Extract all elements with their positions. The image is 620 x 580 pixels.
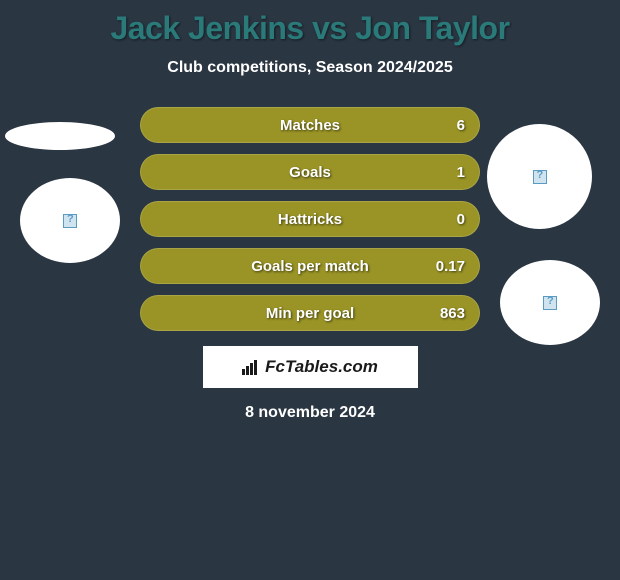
stat-bar-hattricks: Hattricks 0: [140, 201, 480, 237]
stat-bar-min-per-goal: Min per goal 863: [140, 295, 480, 331]
stat-label: Goals per match: [141, 258, 479, 275]
stat-value: 6: [457, 117, 465, 134]
brand-text: FcTables.com: [265, 357, 378, 377]
stat-label: Hattricks: [141, 211, 479, 228]
player-avatar-right-bottom: [500, 260, 600, 345]
player-avatar-left: [20, 178, 120, 263]
brand-chart-icon: [242, 360, 257, 375]
stat-bar-goals-per-match: Goals per match 0.17: [140, 248, 480, 284]
stat-label: Matches: [141, 117, 479, 134]
comparison-title: Jack Jenkins vs Jon Taylor: [0, 0, 620, 47]
date-text: 8 november 2024: [0, 404, 620, 422]
decorative-ellipse-left-top: [5, 122, 115, 150]
stat-bar-goals: Goals 1: [140, 154, 480, 190]
comparison-subtitle: Club competitions, Season 2024/2025: [0, 59, 620, 77]
image-placeholder-icon: [543, 296, 557, 310]
image-placeholder-icon: [63, 214, 77, 228]
image-placeholder-icon: [533, 170, 547, 184]
stat-label: Goals: [141, 164, 479, 181]
stat-value: 0.17: [436, 258, 465, 275]
player-avatar-right-top: [487, 124, 592, 229]
stat-label: Min per goal: [141, 305, 479, 322]
stat-bar-matches: Matches 6: [140, 107, 480, 143]
brand-badge: FcTables.com: [203, 346, 418, 388]
stat-value: 1: [457, 164, 465, 181]
stat-value: 863: [440, 305, 465, 322]
stat-value: 0: [457, 211, 465, 228]
